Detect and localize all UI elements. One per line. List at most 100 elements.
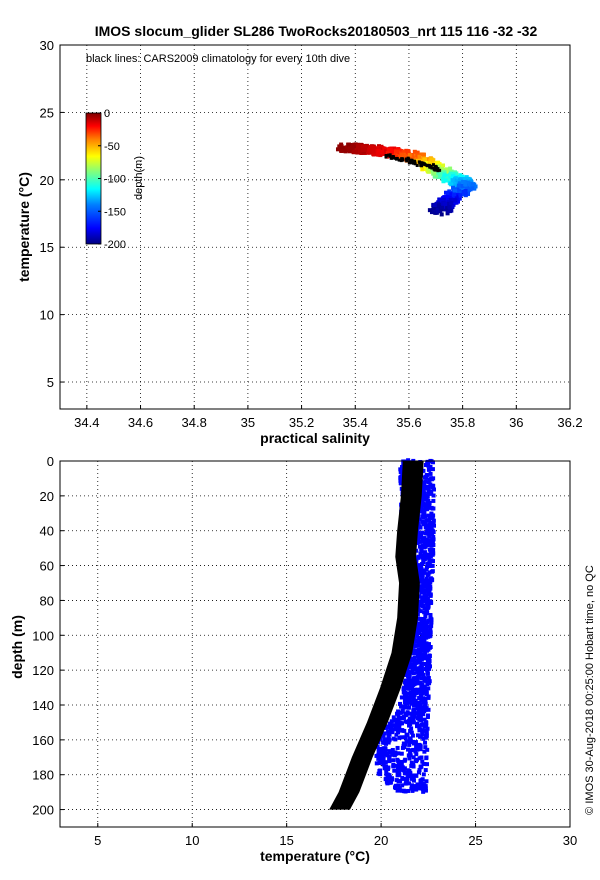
ts-data-point	[444, 195, 449, 200]
colorbar-tick-label: -50	[104, 141, 120, 153]
profile-glider-point	[374, 753, 379, 758]
profile-glider-point	[416, 537, 421, 542]
profile-glider-point	[402, 693, 407, 698]
profile-glider-point	[409, 786, 414, 791]
profile-glider-point	[407, 696, 412, 701]
profile-glider-point	[422, 550, 427, 555]
profile-glider-point	[419, 718, 424, 723]
ts-data-point	[358, 149, 363, 154]
profile-glider-point	[419, 547, 424, 552]
ts-data-point	[368, 145, 373, 150]
profile-glider-point	[425, 671, 430, 676]
profile-glider-point	[424, 631, 429, 636]
profile-glider-point	[419, 490, 424, 495]
profile-glider-point	[374, 761, 379, 766]
profile-glider-point	[403, 703, 408, 708]
profile-glider-point	[427, 560, 432, 565]
profile-glider-point	[422, 617, 427, 622]
ts-data-point	[360, 147, 365, 152]
profile-glider-point	[390, 747, 395, 752]
ts-data-point	[402, 154, 407, 159]
ts-data-point	[449, 200, 454, 205]
profile-glider-point	[407, 705, 412, 710]
profile-glider-point	[384, 771, 389, 776]
profile-glider-point	[424, 779, 429, 784]
profile-glider-point	[378, 768, 383, 773]
profile-glider-point	[414, 639, 419, 644]
profile-glider-point	[418, 687, 423, 692]
ts-data-point	[372, 145, 377, 150]
profile-glider-point	[419, 698, 424, 703]
profile-glider-point	[391, 764, 396, 769]
profile-glider-point	[409, 730, 414, 735]
climatology-point	[434, 165, 438, 169]
profile-glider-point	[404, 779, 409, 784]
profile-glider-point	[407, 756, 412, 761]
profile-glider-point	[429, 617, 434, 622]
ts-data-point	[435, 209, 440, 214]
profile-glider-point	[399, 751, 404, 756]
profile-glider-point	[419, 566, 424, 571]
ts-data-point	[349, 145, 354, 150]
profile-glider-point	[428, 593, 433, 598]
profile-glider-point	[421, 486, 426, 491]
ts-x-tick-label: 35.8	[450, 415, 475, 430]
profile-glider-point	[417, 517, 422, 522]
profile-glider-point	[402, 758, 407, 763]
ts-data-point	[460, 183, 465, 188]
climatology-point	[411, 161, 415, 165]
ts-data-point	[463, 182, 468, 187]
profile-glider-point	[405, 701, 410, 706]
profile-glider-point	[430, 485, 435, 490]
profile-glider-point	[410, 693, 415, 698]
ts-data-point	[462, 189, 467, 194]
profile-glider-point	[408, 678, 413, 683]
profile-glider-point	[401, 788, 406, 793]
profile-glider-point	[420, 691, 425, 696]
climatology-band	[329, 461, 424, 810]
ts-data-point	[455, 199, 460, 204]
profile-glider-point	[420, 648, 425, 653]
climatology-point	[412, 159, 416, 163]
climatology-point	[413, 162, 417, 166]
profile-glider-point	[424, 642, 429, 647]
profile-glider-point	[428, 464, 433, 469]
profile-glider-point	[392, 768, 397, 773]
profile-glider-point	[425, 585, 430, 590]
profile-glider-point	[386, 740, 391, 745]
profile-glider-point	[411, 755, 416, 760]
profile-glider-point	[421, 468, 426, 473]
ts-data-point	[449, 182, 454, 187]
profile-glider-point	[423, 584, 428, 589]
profile-glider-point	[420, 669, 425, 674]
profile-glider-point	[419, 661, 424, 666]
profile-glider-point	[422, 570, 427, 575]
profile-glider-point	[427, 660, 432, 665]
ts-data-point	[344, 145, 349, 150]
profile-glider-point	[417, 681, 422, 686]
profile-glider-point	[403, 680, 408, 685]
climatology-point	[423, 163, 427, 167]
profile-y-tick-label: 160	[32, 733, 54, 748]
ts-x-tick-label: 34.4	[74, 415, 99, 430]
profile-glider-point	[414, 691, 419, 696]
profile-glider-point	[424, 730, 429, 735]
ts-x-tick-label: 36	[509, 415, 523, 430]
ts-data-point	[431, 205, 436, 210]
profile-glider-point	[419, 509, 424, 514]
profile-glider-point	[431, 498, 436, 503]
profile-x-tick-label: 25	[468, 833, 482, 848]
ts-data-point	[390, 149, 395, 154]
profile-glider-point	[420, 530, 425, 535]
profile-glider-point	[407, 739, 412, 744]
profile-glider-point	[403, 719, 408, 724]
colorbar-ticks: 0 -50 -100 -150 -200	[98, 108, 126, 251]
profile-glider-point	[423, 599, 428, 604]
climatology-point	[427, 163, 431, 167]
profile-glider-point	[416, 770, 421, 775]
profile-glider-point	[428, 520, 433, 525]
profile-glider-point	[411, 741, 416, 746]
profile-glider-point	[406, 458, 411, 463]
profile-glider-point	[381, 762, 386, 767]
ts-x-tick-label: 36.2	[557, 415, 582, 430]
